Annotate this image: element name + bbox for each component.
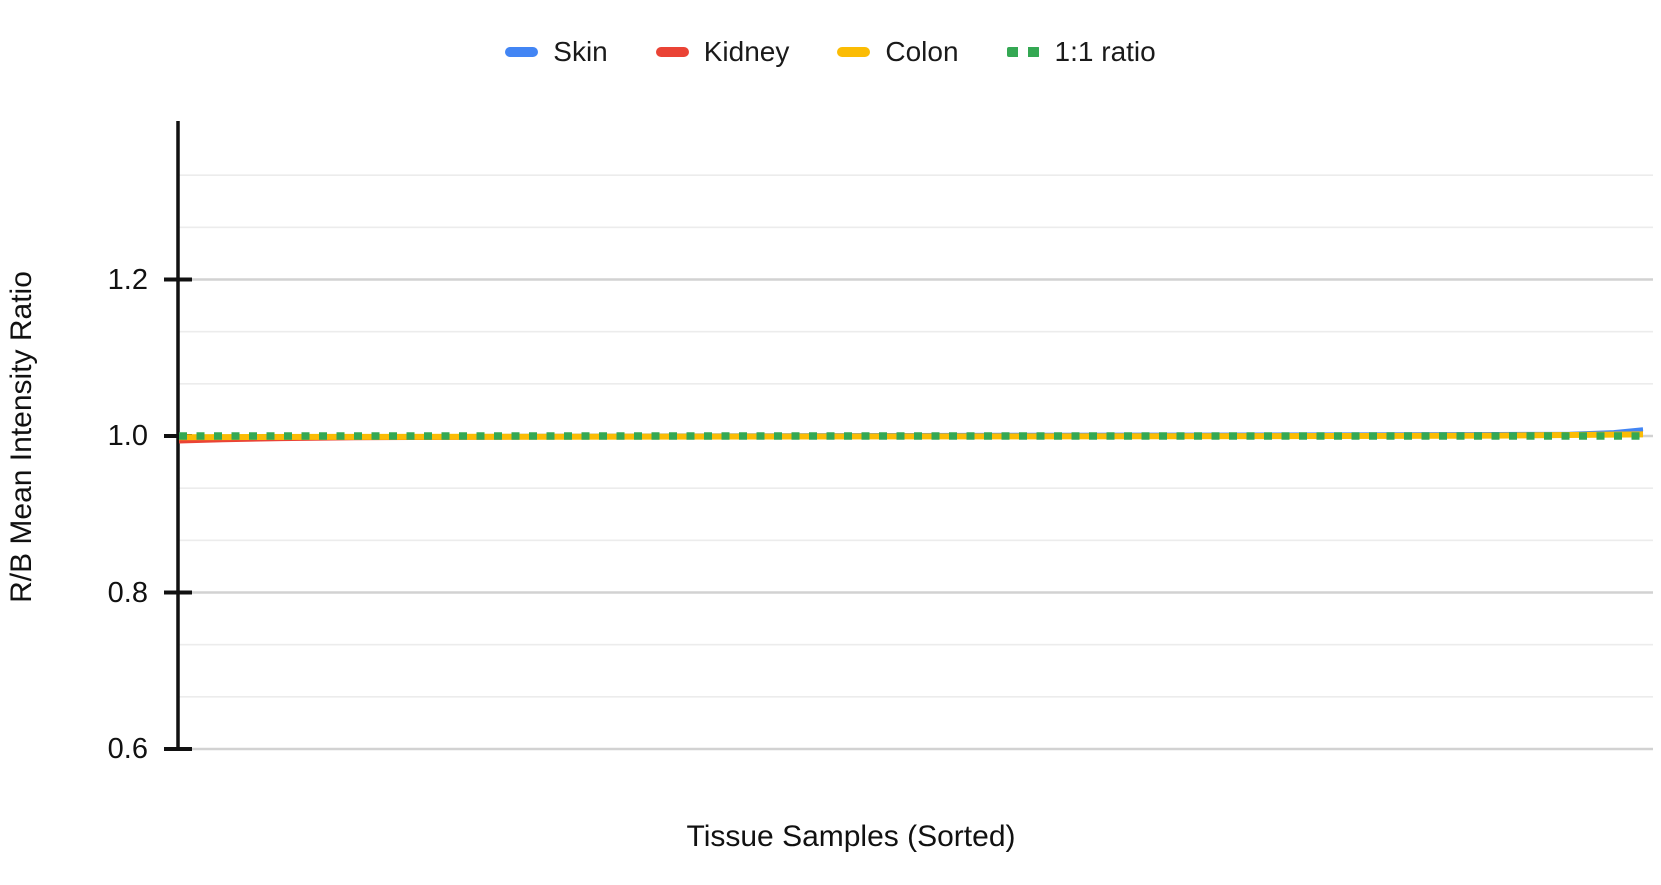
legend-swatch-colon [837, 47, 871, 57]
x-axis-title: Tissue Samples (Sorted) [686, 820, 1016, 853]
y-tick-label: 0.8 [107, 576, 148, 609]
y-tick-label: 1.2 [107, 263, 148, 296]
legend-item-skin[interactable]: Skin [505, 34, 608, 70]
legend-item-kidney[interactable]: Kidney [655, 34, 790, 70]
legend-label-colon: Colon [885, 36, 959, 67]
legend: Skin Kidney Colon 1:1 ratio [0, 34, 1661, 70]
legend-item-ratio[interactable]: 1:1 ratio [1006, 34, 1156, 70]
legend-label-ratio: 1:1 ratio [1054, 36, 1156, 67]
legend-item-colon[interactable]: Colon [837, 34, 959, 70]
y-tick-label: 0.6 [107, 733, 148, 765]
y-tick-label: 1.0 [107, 420, 148, 452]
legend-swatch-skin [505, 47, 539, 57]
legend-swatch-kidney [655, 47, 689, 57]
legend-label-kidney: Kidney [703, 36, 790, 67]
legend-label-skin: Skin [553, 36, 608, 67]
legend-swatch-ratio [1006, 47, 1040, 57]
